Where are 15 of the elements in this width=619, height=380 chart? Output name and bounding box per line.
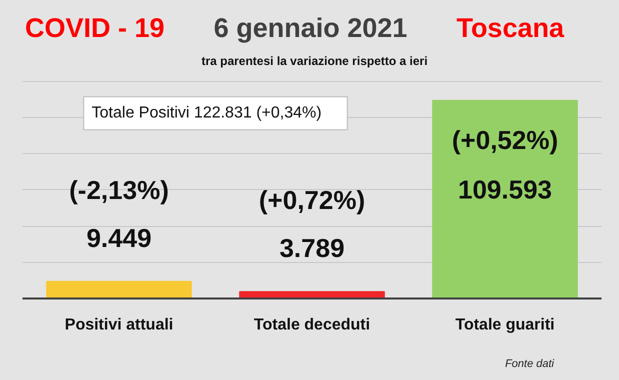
x-tick-label: Positivi attuali [64,316,174,334]
data-label: 109.593 [458,174,552,204]
chart-subtitle: tra parentesi la variazione rispetto a ieri [5,53,619,70]
text: 6 gennaio 2021 [214,12,408,45]
data-label: 9.449 [86,222,152,253]
annotation: (+0,52%) [452,124,558,155]
annotation: (+0,72%) [258,185,366,216]
x-tick-label: Totale guariti [455,316,555,334]
text: Toscana [456,12,564,45]
x-tick-label: Totale deceduti [254,316,370,334]
source-note: Fonte dati [504,357,556,372]
data-label: 3.789 [279,233,345,264]
chart-title: COVID - 19 [25,12,165,45]
annotation: (-2,13%) [69,174,169,205]
annotation: Totale Positivi 122.831 (+0,34%) [92,104,322,122]
